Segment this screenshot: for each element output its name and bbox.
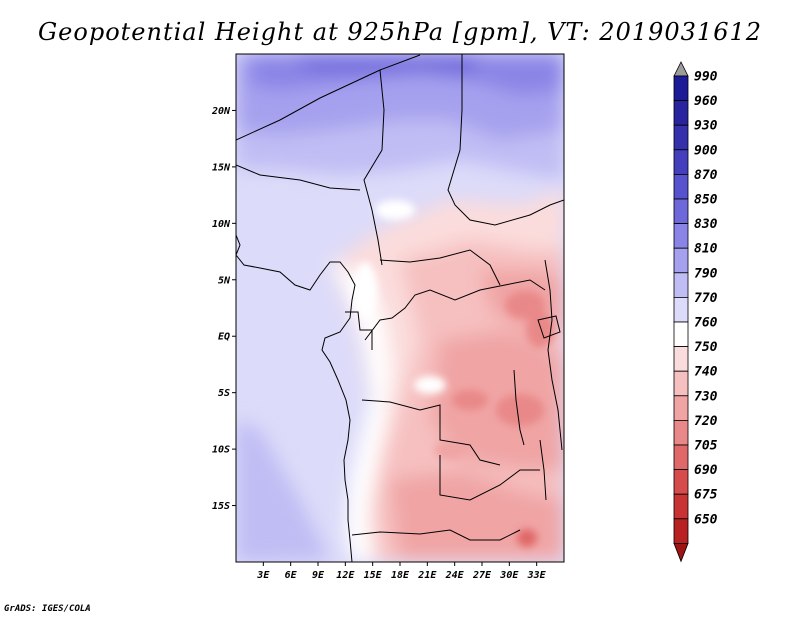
colorbar-swatch — [673, 493, 689, 520]
border-sahara — [236, 54, 421, 141]
colorbar-swatch — [673, 124, 689, 151]
lon-tick-label: 9E — [312, 570, 325, 581]
colorbar-label: 930 — [694, 119, 718, 134]
lon-tick-label: 30E — [499, 570, 519, 581]
colorbar-swatch — [673, 272, 689, 298]
colorbar-bottom-cap — [673, 543, 689, 563]
colorbar-swatch — [673, 444, 689, 471]
border-mali-algeria — [236, 164, 361, 191]
lon-tick-label: 24E — [445, 570, 465, 581]
colorbar-label: 830 — [694, 217, 718, 232]
colorbar-label: 730 — [694, 389, 718, 404]
colorbar-label: 990 — [694, 70, 718, 85]
colorbar-swatch — [673, 100, 689, 126]
colorbar-swatch — [673, 321, 689, 348]
latitude-axis: 20N 15N 10N 5N EQ 5S 10S 15S — [211, 106, 236, 512]
west-africa-coastline — [236, 234, 356, 562]
colorbar-label: 740 — [694, 365, 718, 380]
border-angola-namibia — [351, 529, 521, 541]
colorbar-label: 750 — [694, 340, 718, 355]
colorbar: 990 960 930 900 870 850 830 810 790 770 760 750 740 7… — [673, 61, 718, 563]
colorbar-top-cap — [673, 61, 689, 77]
lon-tick-label: 33E — [527, 570, 547, 581]
colorbar-label: 760 — [694, 316, 718, 331]
colorbar-swatch — [673, 346, 689, 372]
lat-tick-label: 15S — [212, 501, 230, 512]
lat-tick-label: 5S — [218, 388, 230, 399]
colorbar-swatch — [673, 518, 689, 544]
colorbar-swatch — [673, 198, 689, 225]
colorbar-label: 850 — [694, 193, 718, 208]
lat-tick-label: 10S — [212, 445, 230, 456]
lake-tanganyika — [513, 369, 525, 446]
grads-credit: GrADS: IGES/COLA — [4, 604, 91, 614]
colorbar-label: 810 — [694, 242, 718, 257]
colorbar-label: 675 — [694, 488, 718, 503]
lon-tick-label: 18E — [391, 570, 410, 581]
colorbar-swatch — [673, 370, 689, 397]
colorbar-swatch — [673, 296, 689, 323]
colorbar-label: 690 — [694, 463, 718, 478]
colorbar-swatch — [673, 247, 689, 274]
border-east — [544, 259, 563, 451]
lon-tick-label: 27E — [472, 570, 492, 581]
lat-tick-label: 5N — [218, 275, 231, 286]
border-congo-drc — [364, 279, 546, 341]
colorbar-swatch — [673, 149, 689, 175]
border-drc-angola — [361, 399, 501, 466]
colorbar-swatch — [673, 173, 689, 200]
border-gabon — [345, 311, 373, 350]
border-car — [379, 249, 501, 286]
lon-tick-label: 6E — [285, 570, 298, 581]
chart-title: Geopotential Height at 925hPa [gpm], VT:… — [38, 18, 762, 46]
lat-tick-label: 15N — [212, 162, 231, 173]
colorbar-swatch — [673, 75, 689, 102]
lon-tick-label: 12E — [336, 570, 355, 581]
lon-tick-label: 21E — [417, 570, 437, 581]
coastlines-borders — [236, 54, 564, 562]
colorbar-swatch — [673, 395, 689, 421]
colorbar-swatch — [673, 223, 689, 249]
colorbar-label: 790 — [694, 266, 718, 281]
lon-tick-label: 3E — [256, 570, 270, 581]
colorbar-swatch — [673, 469, 689, 495]
lat-tick-label: 20N — [211, 106, 231, 117]
height-field — [236, 54, 564, 562]
lon-tick-label: 15E — [364, 570, 383, 581]
colorbar-label: 720 — [694, 414, 718, 429]
longitude-axis: 3E 6E 9E 12E 15E 18E 21E 24E 27E 30E 33E — [256, 562, 547, 581]
colorbar-label: 900 — [694, 143, 718, 158]
colorbar-label: 870 — [694, 168, 718, 183]
colorbar-label: 770 — [694, 291, 718, 306]
border-niger-chad — [363, 69, 385, 266]
border-chad-sudan — [447, 54, 564, 226]
lat-tick-label: 10N — [212, 219, 231, 230]
lake-victoria — [537, 315, 561, 339]
colorbar-label: 960 — [694, 94, 718, 109]
lake-malawi — [539, 439, 547, 501]
lat-tick-label: EQ — [218, 332, 230, 343]
colorbar-label: 650 — [694, 512, 718, 527]
colorbar-swatch — [673, 419, 689, 446]
colorbar-label: 705 — [694, 439, 718, 454]
border-zambia — [439, 455, 540, 501]
